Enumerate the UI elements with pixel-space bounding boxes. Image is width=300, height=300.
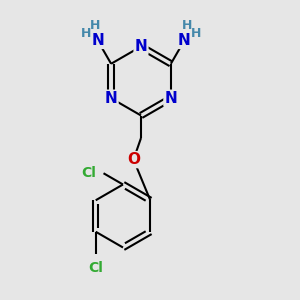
Text: N: N	[164, 91, 177, 106]
Text: N: N	[91, 33, 104, 48]
Text: N: N	[105, 91, 118, 106]
Text: H: H	[81, 27, 92, 40]
Text: Cl: Cl	[88, 261, 103, 275]
Text: N: N	[178, 33, 191, 48]
Text: O: O	[127, 152, 140, 167]
Text: H: H	[182, 20, 192, 32]
Text: Cl: Cl	[81, 166, 96, 180]
Text: H: H	[190, 27, 201, 40]
Text: N: N	[135, 39, 147, 54]
Text: H: H	[90, 20, 101, 32]
